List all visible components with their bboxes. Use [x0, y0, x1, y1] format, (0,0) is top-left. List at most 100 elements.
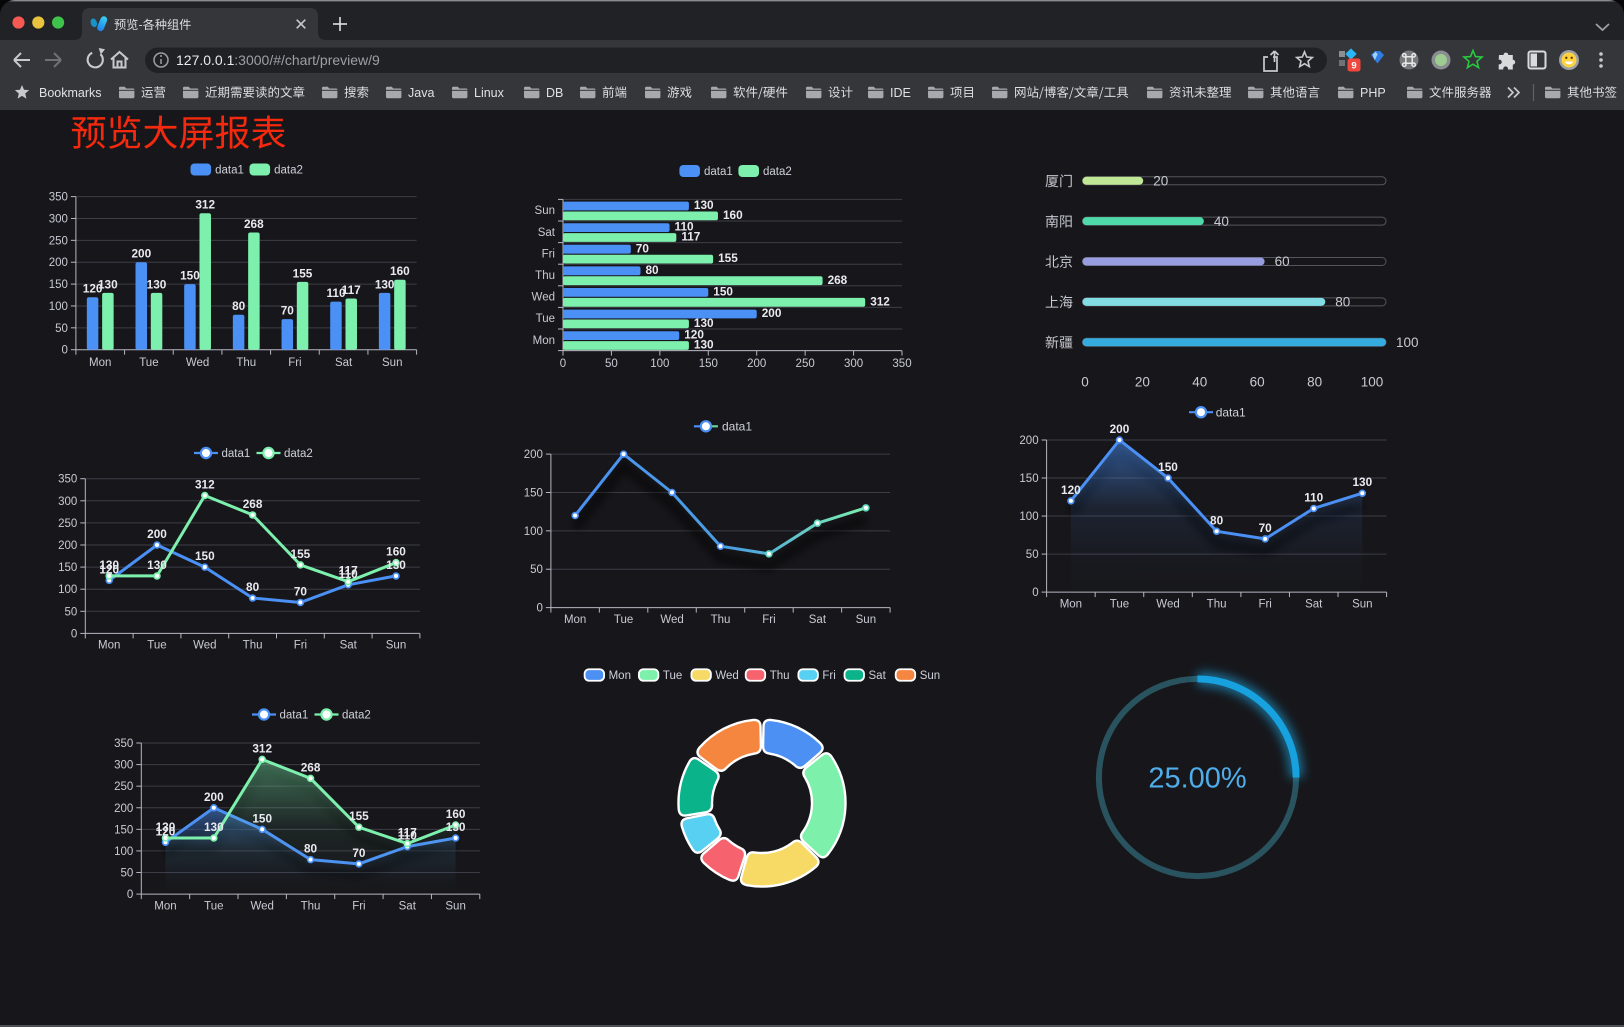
svg-text:data1: data1 [722, 420, 752, 434]
svg-text:Sun: Sun [535, 205, 555, 217]
svg-text:Tue: Tue [139, 357, 158, 369]
svg-text:155: 155 [293, 266, 313, 280]
svg-text:130: 130 [694, 198, 714, 212]
svg-text:312: 312 [870, 294, 890, 308]
svg-text:120: 120 [1061, 483, 1081, 497]
svg-text:Thu: Thu [301, 900, 321, 912]
svg-text:150: 150 [1019, 473, 1038, 485]
svg-text:300: 300 [844, 358, 863, 370]
svg-text:250: 250 [58, 518, 77, 530]
svg-text:50: 50 [121, 868, 134, 880]
svg-text:Linux: Linux [474, 86, 505, 100]
svg-text:Mon: Mon [564, 614, 586, 626]
svg-text:Sun: Sun [1352, 598, 1372, 610]
svg-text:110: 110 [398, 829, 417, 843]
svg-text:130: 130 [99, 558, 119, 572]
svg-text:100: 100 [1396, 335, 1419, 350]
svg-text:200: 200 [49, 257, 68, 269]
svg-text:312: 312 [195, 477, 215, 491]
svg-text:9: 9 [1351, 61, 1356, 72]
svg-text:Thu: Thu [243, 640, 263, 652]
svg-text:110: 110 [326, 286, 345, 300]
svg-text:300: 300 [114, 760, 133, 772]
svg-text:Fri: Fri [1258, 598, 1271, 610]
svg-text:Fri: Fri [822, 670, 835, 682]
svg-text:Sat: Sat [399, 900, 417, 912]
svg-text:350: 350 [114, 738, 133, 750]
svg-text:Thu: Thu [711, 614, 731, 626]
svg-text:268: 268 [301, 760, 321, 774]
svg-text:350: 350 [58, 474, 77, 486]
svg-text:data2: data2 [763, 166, 792, 178]
svg-text:117: 117 [342, 283, 361, 297]
svg-text:100: 100 [1361, 375, 1384, 390]
svg-text:Sat: Sat [538, 227, 556, 239]
svg-text:Mon: Mon [154, 900, 176, 912]
svg-text:300: 300 [49, 213, 68, 225]
svg-text:Fri: Fri [288, 357, 301, 369]
svg-text:150: 150 [1158, 460, 1178, 474]
svg-text:Thu: Thu [236, 357, 256, 369]
svg-text:Fri: Fri [352, 900, 365, 912]
svg-text:PHP: PHP [1360, 86, 1386, 100]
svg-text:Sun: Sun [382, 357, 402, 369]
svg-text:160: 160 [390, 264, 410, 278]
svg-text:130: 130 [147, 558, 167, 572]
svg-text:300: 300 [58, 496, 77, 508]
svg-text:Wed: Wed [193, 640, 216, 652]
svg-text:Wed: Wed [250, 900, 273, 912]
svg-text:80: 80 [1335, 295, 1350, 310]
svg-text:70: 70 [294, 584, 308, 598]
svg-text:40: 40 [1214, 214, 1229, 229]
svg-text:110: 110 [675, 220, 694, 234]
svg-text:50: 50 [530, 564, 543, 576]
svg-text:80: 80 [645, 263, 659, 277]
svg-text:80: 80 [1307, 375, 1322, 390]
svg-text:70: 70 [636, 241, 650, 255]
svg-text:0: 0 [71, 628, 77, 640]
svg-text:100: 100 [49, 301, 68, 313]
svg-text:data1: data1 [1216, 405, 1246, 419]
svg-text:130: 130 [98, 277, 118, 291]
svg-text::3000/#/chart/preview/9: :3000/#/chart/preview/9 [234, 52, 380, 68]
svg-text:120: 120 [156, 824, 176, 838]
svg-text:Sun: Sun [445, 900, 465, 912]
svg-text:350: 350 [892, 358, 911, 370]
svg-text:data1: data1 [280, 710, 309, 722]
svg-text:150: 150 [524, 487, 543, 499]
svg-text:200: 200 [747, 358, 766, 370]
svg-text:130: 130 [1352, 475, 1372, 489]
svg-text:Fri: Fri [294, 640, 307, 652]
svg-text:155: 155 [718, 251, 738, 265]
svg-text:150: 150 [58, 562, 77, 574]
svg-text:Tue: Tue [204, 900, 223, 912]
svg-text:0: 0 [61, 345, 67, 357]
svg-text:Sat: Sat [1305, 598, 1323, 610]
svg-text:130: 130 [694, 338, 714, 352]
svg-text:Sat: Sat [335, 357, 353, 369]
svg-text:data2: data2 [342, 710, 371, 722]
svg-text:50: 50 [55, 323, 68, 335]
svg-text:Tue: Tue [614, 614, 633, 626]
svg-text:200: 200 [762, 306, 782, 320]
svg-text:100: 100 [524, 526, 543, 538]
svg-text:Sat: Sat [869, 670, 887, 682]
svg-text:Bookmarks: Bookmarks [39, 86, 102, 100]
svg-text:70: 70 [281, 304, 295, 318]
svg-text:80: 80 [246, 580, 260, 594]
svg-text:312: 312 [252, 741, 272, 755]
svg-text:200: 200 [114, 803, 133, 815]
svg-text:Sat: Sat [340, 640, 358, 652]
svg-text:150: 150 [699, 358, 718, 370]
svg-text:Thu: Thu [770, 670, 790, 682]
svg-text:200: 200 [131, 247, 151, 261]
svg-text:Tue: Tue [147, 640, 166, 652]
svg-text:117: 117 [398, 826, 417, 840]
svg-text:20: 20 [1135, 375, 1150, 390]
svg-text:120: 120 [83, 282, 103, 296]
svg-text:data1: data1 [222, 448, 251, 460]
svg-text:data2: data2 [284, 448, 313, 460]
svg-text:160: 160 [386, 545, 406, 559]
svg-text:0: 0 [1032, 587, 1038, 599]
svg-text:Mon: Mon [98, 640, 120, 652]
